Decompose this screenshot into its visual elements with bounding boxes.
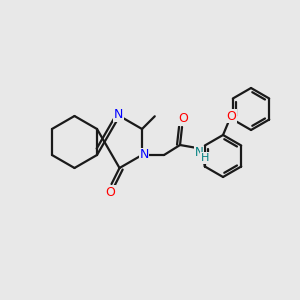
Text: O: O xyxy=(226,110,236,122)
Text: N: N xyxy=(114,109,123,122)
Text: N: N xyxy=(195,146,203,160)
Text: H: H xyxy=(201,153,209,163)
Text: O: O xyxy=(178,112,188,125)
Text: O: O xyxy=(106,185,116,199)
Text: N: N xyxy=(139,148,149,161)
